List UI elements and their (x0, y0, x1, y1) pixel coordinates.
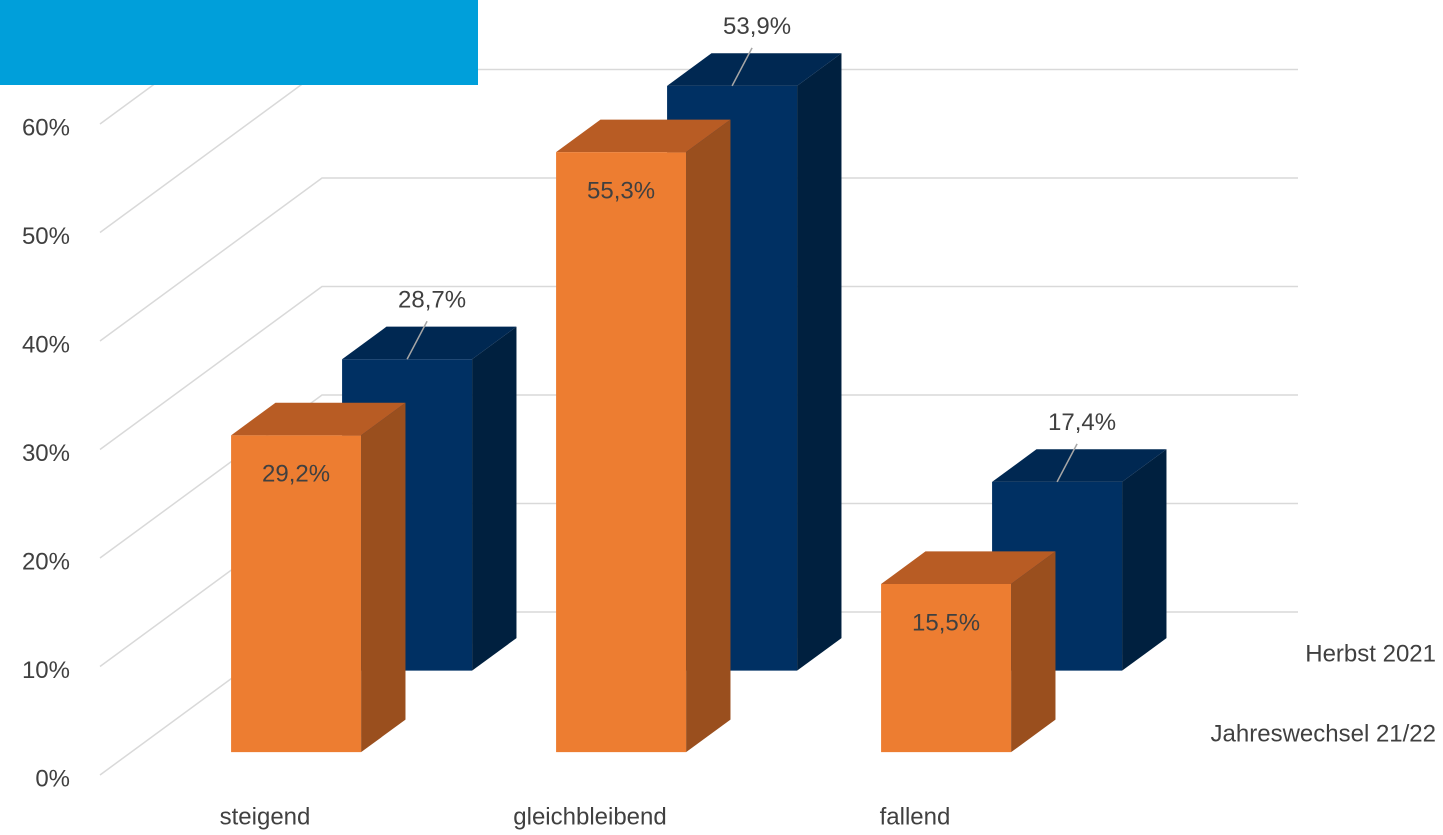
bar-side (1122, 449, 1167, 671)
bars: 28,7% 53,9% 17,4% 29,2% 55,3% 15,5% (231, 13, 1167, 753)
legend-label: Herbst 2021 (1305, 640, 1436, 667)
y-tick-label: 10% (22, 657, 70, 684)
bar-top (231, 402, 406, 436)
bar-side (686, 119, 731, 753)
y-tick-label: 20% (22, 548, 70, 575)
bar-front (881, 584, 1012, 753)
value-label: 15,5% (912, 609, 980, 636)
bar (881, 551, 1056, 753)
header-banner (0, 0, 478, 85)
bar-top (881, 551, 1056, 585)
bar-top (342, 326, 517, 360)
grid-line (99, 285, 1298, 451)
legend-label: Jahreswechsel 21/22 (1211, 720, 1436, 747)
bar-top (992, 449, 1167, 482)
x-tick-label: steigend (220, 803, 311, 830)
leader-line (731, 47, 753, 87)
bar-top (556, 119, 731, 153)
bar-side (361, 402, 406, 753)
y-tick-label: 50% (22, 223, 70, 250)
bar-front (231, 435, 362, 753)
y-tick-label: 60% (22, 114, 70, 141)
bar-side (1011, 551, 1056, 753)
value-label: 28,7% (398, 287, 466, 314)
x-tick-label: fallend (880, 803, 951, 830)
bar (231, 402, 406, 753)
value-label: 55,3% (587, 178, 655, 205)
grid-line (99, 177, 1298, 342)
value-label: 53,9% (723, 13, 791, 40)
bar-side (797, 53, 842, 671)
bar-side (472, 326, 517, 671)
bar-front (556, 152, 687, 753)
value-label: 17,4% (1048, 409, 1116, 436)
bar (556, 119, 731, 753)
y-tick-label: 30% (22, 440, 70, 467)
grid: 0% 10% 20% 30% 40% 50% 60% (22, 0, 1298, 792)
value-label: 29,2% (262, 461, 330, 488)
y-tick-label: 40% (22, 331, 70, 358)
leader-line (1056, 443, 1078, 483)
x-tick-label: gleichbleibend (513, 803, 666, 830)
bar-top (667, 53, 842, 86)
grid-line (99, 394, 1298, 559)
y-tick-label: 0% (35, 765, 70, 792)
leader-line (406, 320, 428, 360)
